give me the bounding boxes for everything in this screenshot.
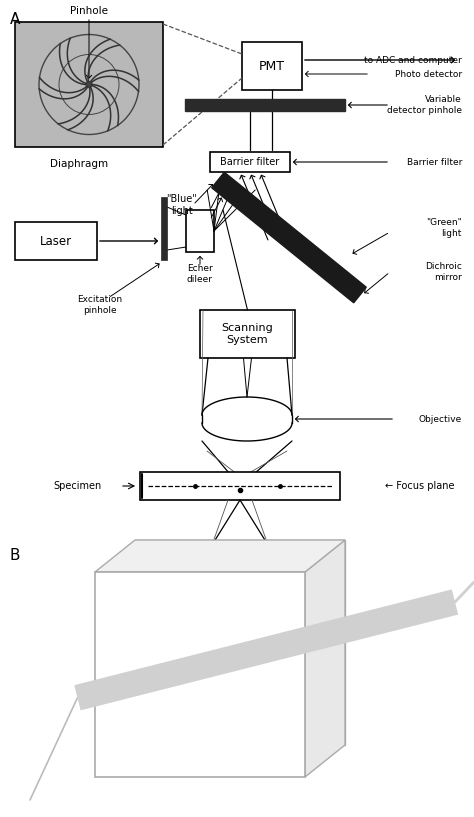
Text: to ADC and computer: to ADC and computer [364,56,462,65]
Text: B: B [10,548,20,563]
Text: "Green"
light: "Green" light [426,218,462,238]
Bar [15,222,97,260]
Bar [210,152,290,172]
Polygon shape [305,540,345,777]
Circle shape [123,609,247,732]
Text: Scanning
System: Scanning System [222,324,273,345]
Text: Laser: Laser [40,234,72,248]
Circle shape [157,642,213,699]
Text: Dichroic
mirror: Dichroic mirror [425,262,462,282]
Bar [95,572,305,777]
Bar [242,42,302,90]
Bar [135,540,345,745]
Text: PMT: PMT [259,60,285,73]
Circle shape [182,667,188,673]
Bar [15,22,163,147]
Bar [200,310,295,358]
Circle shape [165,650,205,690]
Bar [140,472,340,500]
Text: Barrier filter: Barrier filter [220,157,280,167]
Text: Specimen: Specimen [54,481,102,491]
Text: ← Focus plane: ← Focus plane [385,481,455,491]
Text: Objective: Objective [419,414,462,423]
Circle shape [182,667,188,673]
Text: Pinhole: Pinhole [70,6,108,16]
Text: Diaphragm: Diaphragm [50,159,108,169]
Text: Photo detector: Photo detector [395,69,462,78]
Bar [161,197,167,260]
Text: Excitation
pinhole: Excitation pinhole [77,295,123,315]
Text: "Blue"
light: "Blue" light [167,194,197,216]
Bar [186,210,214,252]
Text: Echer
dileer: Echer dileer [187,265,213,283]
Text: Barrier filter: Barrier filter [407,158,462,167]
Bar [185,99,345,111]
Circle shape [149,634,221,707]
Text: A: A [10,12,20,27]
Polygon shape [95,540,345,572]
Text: Variable
detector pinhole: Variable detector pinhole [387,96,462,114]
Circle shape [128,613,243,729]
Circle shape [141,627,229,714]
Polygon shape [212,172,366,303]
Circle shape [178,663,192,677]
Circle shape [173,658,198,683]
Circle shape [133,618,237,722]
Circle shape [86,82,92,87]
Polygon shape [74,589,458,710]
